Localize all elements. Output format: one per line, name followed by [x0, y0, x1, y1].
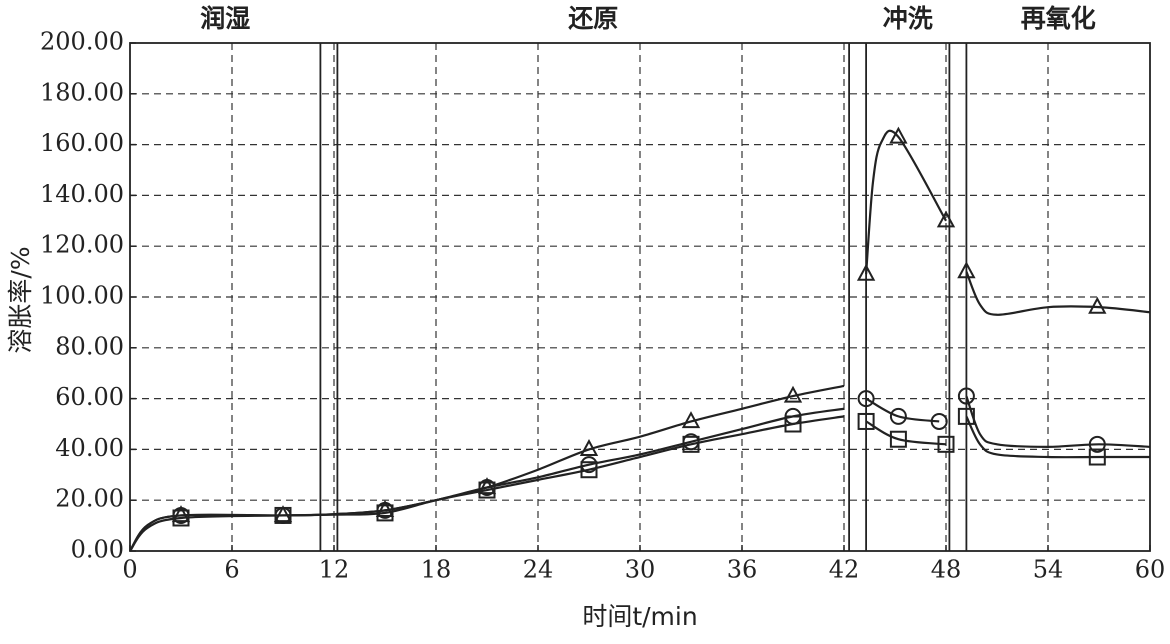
- x-tick-label: 54: [1033, 556, 1064, 584]
- y-axis-label: 溶胀率/%: [6, 246, 35, 353]
- plot-frame: [129, 42, 1151, 552]
- y-tick-label: 80.00: [55, 332, 124, 360]
- marker-triangle: [936, 210, 956, 228]
- phase-label: 冲洗: [883, 4, 933, 33]
- marker-triangle: [783, 385, 803, 403]
- marker-square: [784, 415, 802, 433]
- phase-label: 润湿: [200, 4, 250, 33]
- marker-circle: [930, 412, 948, 430]
- marker-square: [857, 412, 875, 430]
- marker-triangle: [889, 126, 908, 144]
- y-tick-label: 160.00: [40, 129, 124, 157]
- marker-square: [682, 435, 700, 453]
- marker-circle: [957, 387, 975, 405]
- x-tick-label: 18: [421, 556, 452, 584]
- y-tick-label: 60.00: [55, 383, 124, 411]
- marker-square: [580, 461, 598, 479]
- marker-triangle: [957, 261, 976, 279]
- y-tick-label: 100.00: [40, 282, 124, 310]
- marker-square: [172, 509, 190, 527]
- marker-square: [1088, 448, 1106, 466]
- marker-triangle: [579, 439, 599, 457]
- y-tick-label: 180.00: [40, 78, 124, 106]
- x-tick-label: 48: [931, 556, 962, 584]
- x-axis-label: 时间t/min: [582, 602, 697, 631]
- y-tick-label: 140.00: [40, 180, 124, 208]
- marker-triangle: [1088, 296, 1107, 314]
- y-tick-label: 20.00: [55, 485, 124, 513]
- x-tick-label: 6: [224, 556, 239, 584]
- x-tick-label: 60: [1135, 556, 1166, 584]
- x-tick-label: 0: [122, 556, 137, 584]
- x-tick-label: 42: [829, 556, 860, 584]
- marker-triangle: [681, 411, 701, 429]
- x-tick-label: 12: [319, 556, 350, 584]
- x-tick-label: 36: [727, 556, 758, 584]
- marker-circle: [1088, 435, 1106, 453]
- y-tick-label: 40.00: [55, 434, 124, 462]
- x-tick-label: 24: [523, 556, 554, 584]
- marker-square: [478, 481, 496, 499]
- y-tick-label: 200.00: [40, 28, 124, 56]
- marker-circle: [857, 390, 875, 408]
- marker-triangle: [856, 263, 876, 281]
- marker-triangle: [273, 505, 293, 523]
- phase-label: 还原: [568, 4, 618, 33]
- x-tick-label: 30: [625, 556, 656, 584]
- marker-square: [889, 430, 907, 448]
- marker-circle: [889, 407, 907, 425]
- marker-square: [376, 504, 394, 522]
- y-tick-label: 120.00: [40, 231, 124, 259]
- marker-square: [937, 435, 955, 453]
- y-tick-label: 0.00: [71, 536, 124, 564]
- phase-label: 再氧化: [1021, 4, 1096, 33]
- marker-square: [274, 506, 292, 524]
- marker-square: [957, 407, 975, 425]
